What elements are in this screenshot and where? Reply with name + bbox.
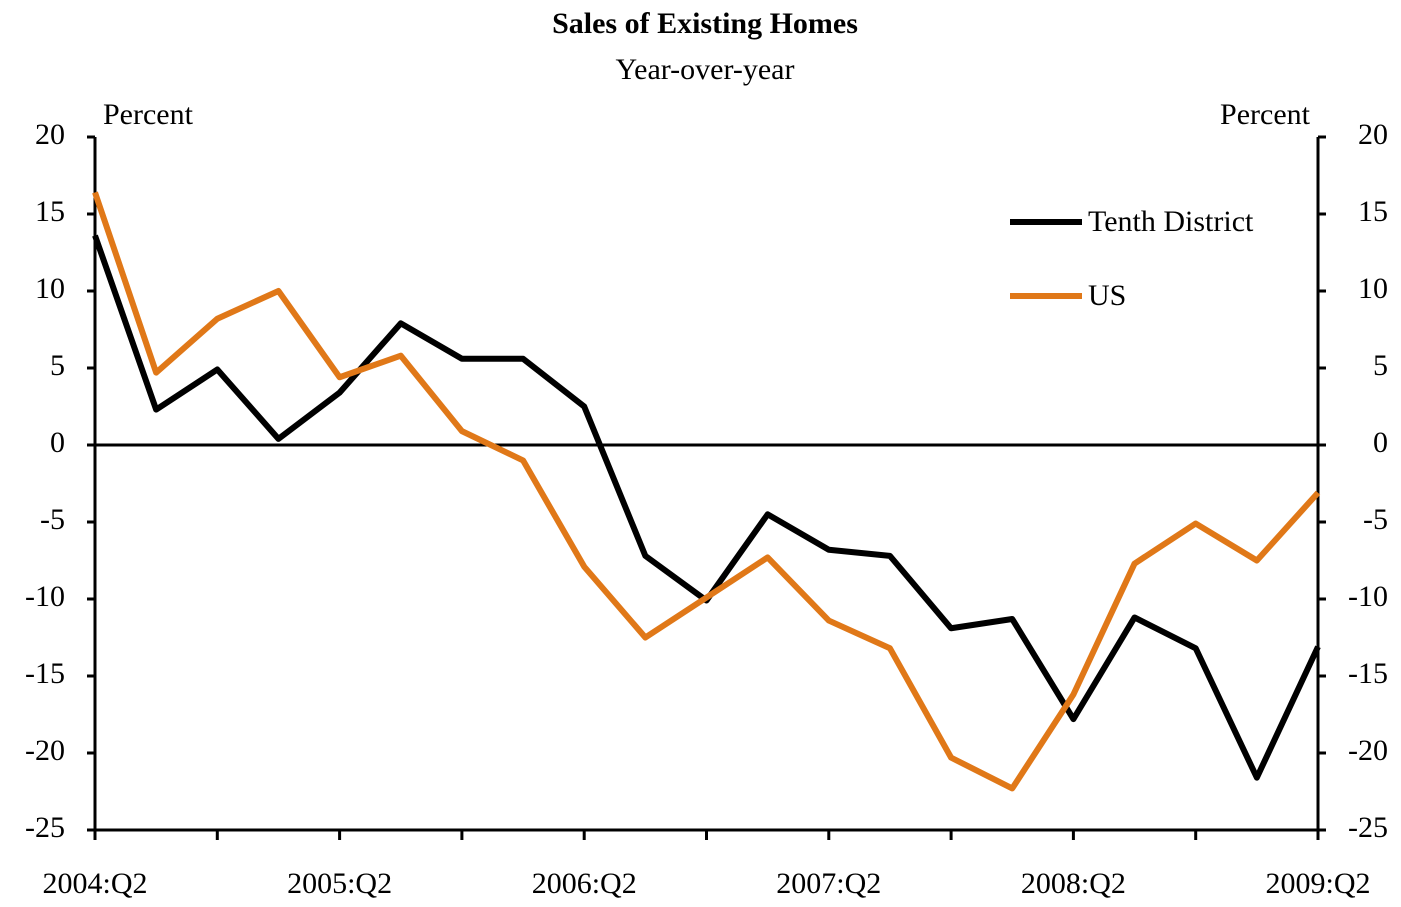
y-tick-label: -5 (40, 503, 65, 536)
y2-tick-label: 5 (1373, 349, 1388, 382)
legend-label: Tenth District (1088, 205, 1254, 238)
y2-tick-label: 15 (1358, 195, 1388, 228)
y-tick-label: 15 (35, 195, 65, 228)
series-line (92, 191, 1321, 792)
y2-tick-label: 20 (1358, 118, 1388, 151)
y2-axis-label: Percent (1220, 98, 1311, 131)
x-tick-label: 2007:Q2 (776, 867, 881, 900)
chart-title: Sales of Existing Homes (552, 7, 858, 40)
y2-tick-label: -25 (1348, 811, 1388, 844)
y-axis-label: Percent (103, 98, 194, 131)
y-tick-label: -10 (25, 580, 65, 613)
y-tick-label: 10 (35, 272, 65, 305)
y2-tick-label: -20 (1348, 734, 1388, 767)
x-tick-label: 2004:Q2 (43, 867, 148, 900)
y2-tick-label: -5 (1363, 503, 1388, 536)
x-tick-label: 2008:Q2 (1021, 867, 1126, 900)
chart-subtitle: Year-over-year (616, 53, 795, 86)
y2-tick-label: -10 (1348, 580, 1388, 613)
series-line (92, 234, 1321, 781)
x-tick-label: 2005:Q2 (287, 867, 392, 900)
x-tick-label: 2009:Q2 (1266, 867, 1371, 900)
y-tick-label: -25 (25, 811, 65, 844)
y2-tick-label: -15 (1348, 657, 1388, 690)
x-tick-label: 2006:Q2 (532, 867, 637, 900)
y-tick-label: -20 (25, 734, 65, 767)
y-tick-label: 0 (50, 426, 65, 459)
y-tick-label: 20 (35, 118, 65, 151)
y-tick-label: -15 (25, 657, 65, 690)
y-tick-label: 5 (50, 349, 65, 382)
y2-tick-label: 10 (1358, 272, 1388, 305)
legend-label: US (1088, 279, 1126, 312)
y2-tick-label: 0 (1373, 426, 1388, 459)
